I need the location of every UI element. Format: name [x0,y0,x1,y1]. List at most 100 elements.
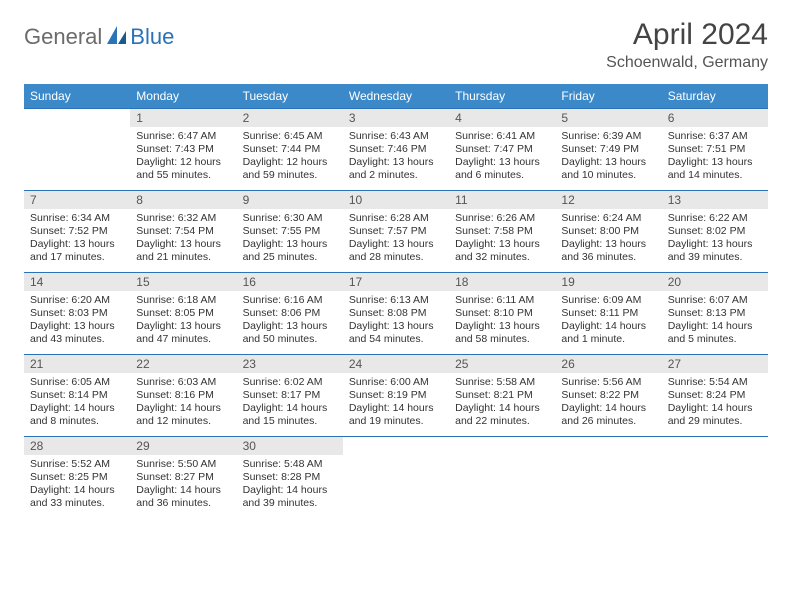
cell-line: and 26 minutes. [561,415,655,428]
cell-line: Sunrise: 6:18 AM [136,294,230,307]
cell-line: Sunset: 8:16 PM [136,389,230,402]
calendar-cell [343,437,449,519]
day-number: 27 [662,355,768,373]
cell-body [343,441,449,448]
cell-line: Sunset: 8:17 PM [243,389,337,402]
calendar-row: 21Sunrise: 6:05 AMSunset: 8:14 PMDayligh… [24,355,768,437]
cell-line: Daylight: 13 hours [30,238,124,251]
cell-line: Daylight: 14 hours [349,402,443,415]
day-number: 16 [237,273,343,291]
cell-line: Daylight: 13 hours [668,156,762,169]
cell-line: Sunrise: 6:37 AM [668,130,762,143]
cell-line: Sunrise: 6:34 AM [30,212,124,225]
calendar-cell: 8Sunrise: 6:32 AMSunset: 7:54 PMDaylight… [130,191,236,273]
cell-line: Sunrise: 6:20 AM [30,294,124,307]
calendar-body: 1Sunrise: 6:47 AMSunset: 7:43 PMDaylight… [24,109,768,519]
cell-line: and 59 minutes. [243,169,337,182]
cell-line: and 36 minutes. [561,251,655,264]
cell-body: Sunrise: 5:56 AMSunset: 8:22 PMDaylight:… [555,373,661,433]
calendar-cell: 12Sunrise: 6:24 AMSunset: 8:00 PMDayligh… [555,191,661,273]
cell-line: Sunset: 7:51 PM [668,143,762,156]
cell-line: Sunset: 8:02 PM [668,225,762,238]
calendar-cell: 29Sunrise: 5:50 AMSunset: 8:27 PMDayligh… [130,437,236,519]
page-title: April 2024 [606,18,768,52]
cell-body: Sunrise: 5:50 AMSunset: 8:27 PMDaylight:… [130,455,236,515]
cell-line: and 33 minutes. [30,497,124,510]
cell-body: Sunrise: 6:30 AMSunset: 7:55 PMDaylight:… [237,209,343,269]
cell-line: Daylight: 13 hours [561,156,655,169]
cell-line: and 32 minutes. [455,251,549,264]
cell-line: Daylight: 14 hours [668,320,762,333]
day-number: 18 [449,273,555,291]
cell-body: Sunrise: 6:32 AMSunset: 7:54 PMDaylight:… [130,209,236,269]
calendar-cell: 21Sunrise: 6:05 AMSunset: 8:14 PMDayligh… [24,355,130,437]
calendar-cell: 7Sunrise: 6:34 AMSunset: 7:52 PMDaylight… [24,191,130,273]
cell-line: and 58 minutes. [455,333,549,346]
cell-line: Daylight: 14 hours [561,402,655,415]
cell-line: Daylight: 13 hours [455,320,549,333]
calendar-cell: 28Sunrise: 5:52 AMSunset: 8:25 PMDayligh… [24,437,130,519]
cell-line: Daylight: 13 hours [136,320,230,333]
cell-line: Sunset: 8:25 PM [30,471,124,484]
day-number: 5 [555,109,661,127]
calendar-table: Sunday Monday Tuesday Wednesday Thursday… [24,84,768,519]
cell-body: Sunrise: 5:48 AMSunset: 8:28 PMDaylight:… [237,455,343,515]
cell-body [24,113,130,120]
cell-line: and 39 minutes. [243,497,337,510]
day-number: 1 [130,109,236,127]
day-number: 19 [555,273,661,291]
cell-body: Sunrise: 6:09 AMSunset: 8:11 PMDaylight:… [555,291,661,351]
cell-line: Sunset: 7:57 PM [349,225,443,238]
cell-body: Sunrise: 6:11 AMSunset: 8:10 PMDaylight:… [449,291,555,351]
cell-line: Sunset: 8:11 PM [561,307,655,320]
logo-text-blue: Blue [130,24,174,50]
calendar-header-row: Sunday Monday Tuesday Wednesday Thursday… [24,84,768,109]
day-number: 4 [449,109,555,127]
title-block: April 2024 Schoenwald, Germany [606,18,768,72]
cell-line: and 50 minutes. [243,333,337,346]
day-number: 26 [555,355,661,373]
page-subtitle: Schoenwald, Germany [606,54,768,72]
calendar-cell: 10Sunrise: 6:28 AMSunset: 7:57 PMDayligh… [343,191,449,273]
cell-body: Sunrise: 6:18 AMSunset: 8:05 PMDaylight:… [130,291,236,351]
cell-line: and 10 minutes. [561,169,655,182]
cell-body: Sunrise: 6:26 AMSunset: 7:58 PMDaylight:… [449,209,555,269]
cell-line: and 2 minutes. [349,169,443,182]
cell-line: and 54 minutes. [349,333,443,346]
day-number: 28 [24,437,130,455]
calendar-cell: 13Sunrise: 6:22 AMSunset: 8:02 PMDayligh… [662,191,768,273]
cell-line: Daylight: 13 hours [243,320,337,333]
cell-body: Sunrise: 6:13 AMSunset: 8:08 PMDaylight:… [343,291,449,351]
cell-line: Sunset: 8:13 PM [668,307,762,320]
cell-body: Sunrise: 5:52 AMSunset: 8:25 PMDaylight:… [24,455,130,515]
calendar-cell: 4Sunrise: 6:41 AMSunset: 7:47 PMDaylight… [449,109,555,191]
cell-line: and 36 minutes. [136,497,230,510]
day-number: 23 [237,355,343,373]
cell-body: Sunrise: 5:54 AMSunset: 8:24 PMDaylight:… [662,373,768,433]
cell-line: and 21 minutes. [136,251,230,264]
cell-line: Sunrise: 6:45 AM [243,130,337,143]
cell-line: and 8 minutes. [30,415,124,428]
calendar-cell [555,437,661,519]
cell-body [662,441,768,448]
calendar-cell: 11Sunrise: 6:26 AMSunset: 7:58 PMDayligh… [449,191,555,273]
cell-line: Daylight: 13 hours [349,320,443,333]
cell-body: Sunrise: 6:43 AMSunset: 7:46 PMDaylight:… [343,127,449,187]
cell-line: Sunset: 8:00 PM [561,225,655,238]
cell-line: Sunset: 8:03 PM [30,307,124,320]
cell-line: and 55 minutes. [136,169,230,182]
cell-line: Daylight: 13 hours [455,238,549,251]
cell-line: Sunset: 8:08 PM [349,307,443,320]
cell-line: Daylight: 14 hours [136,402,230,415]
cell-line: Sunset: 8:14 PM [30,389,124,402]
cell-line: Daylight: 14 hours [243,402,337,415]
cell-body: Sunrise: 6:02 AMSunset: 8:17 PMDaylight:… [237,373,343,433]
cell-line: and 25 minutes. [243,251,337,264]
day-number: 29 [130,437,236,455]
cell-line: Sunrise: 6:26 AM [455,212,549,225]
cell-line: Sunrise: 5:56 AM [561,376,655,389]
cell-line: Sunset: 7:44 PM [243,143,337,156]
cell-line: and 15 minutes. [243,415,337,428]
cell-line: Sunrise: 6:39 AM [561,130,655,143]
cell-line: Sunrise: 6:16 AM [243,294,337,307]
